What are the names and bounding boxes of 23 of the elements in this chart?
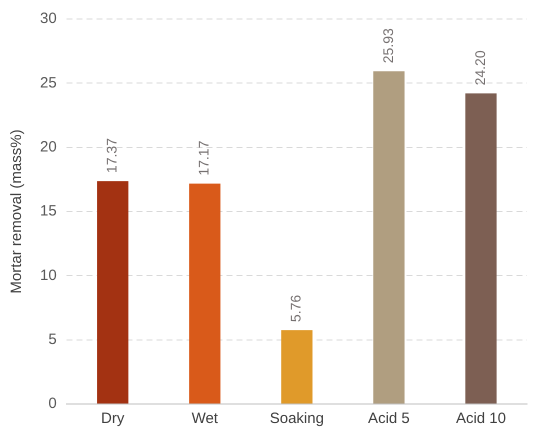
y-tick-label: 15 (40, 202, 57, 220)
y-tick-label: 10 (40, 266, 57, 284)
bar (189, 184, 220, 404)
bar (465, 93, 497, 404)
x-tick-label: Dry (101, 410, 125, 428)
y-tick-label: 30 (40, 10, 57, 28)
data-label: 17.37 (104, 138, 120, 174)
y-tick-label: 5 (48, 330, 57, 348)
x-tick-label: Acid 5 (368, 410, 410, 428)
x-tick-label: Acid 10 (456, 410, 506, 428)
x-tick-label: Wet (192, 410, 219, 428)
data-label: 5.76 (288, 294, 304, 322)
data-label: 17.17 (196, 140, 212, 176)
bar (281, 330, 312, 404)
data-label: 24.20 (472, 50, 488, 86)
y-tick-label: 25 (40, 74, 57, 92)
y-tick-label: 20 (40, 138, 57, 156)
x-tick-label: Soaking (270, 410, 324, 428)
data-label: 25.93 (380, 28, 396, 64)
y-tick-label: 0 (48, 395, 57, 412)
bar (373, 71, 405, 404)
y-axis-title: Mortar removal (mass%) (8, 129, 26, 294)
bar (97, 181, 128, 404)
